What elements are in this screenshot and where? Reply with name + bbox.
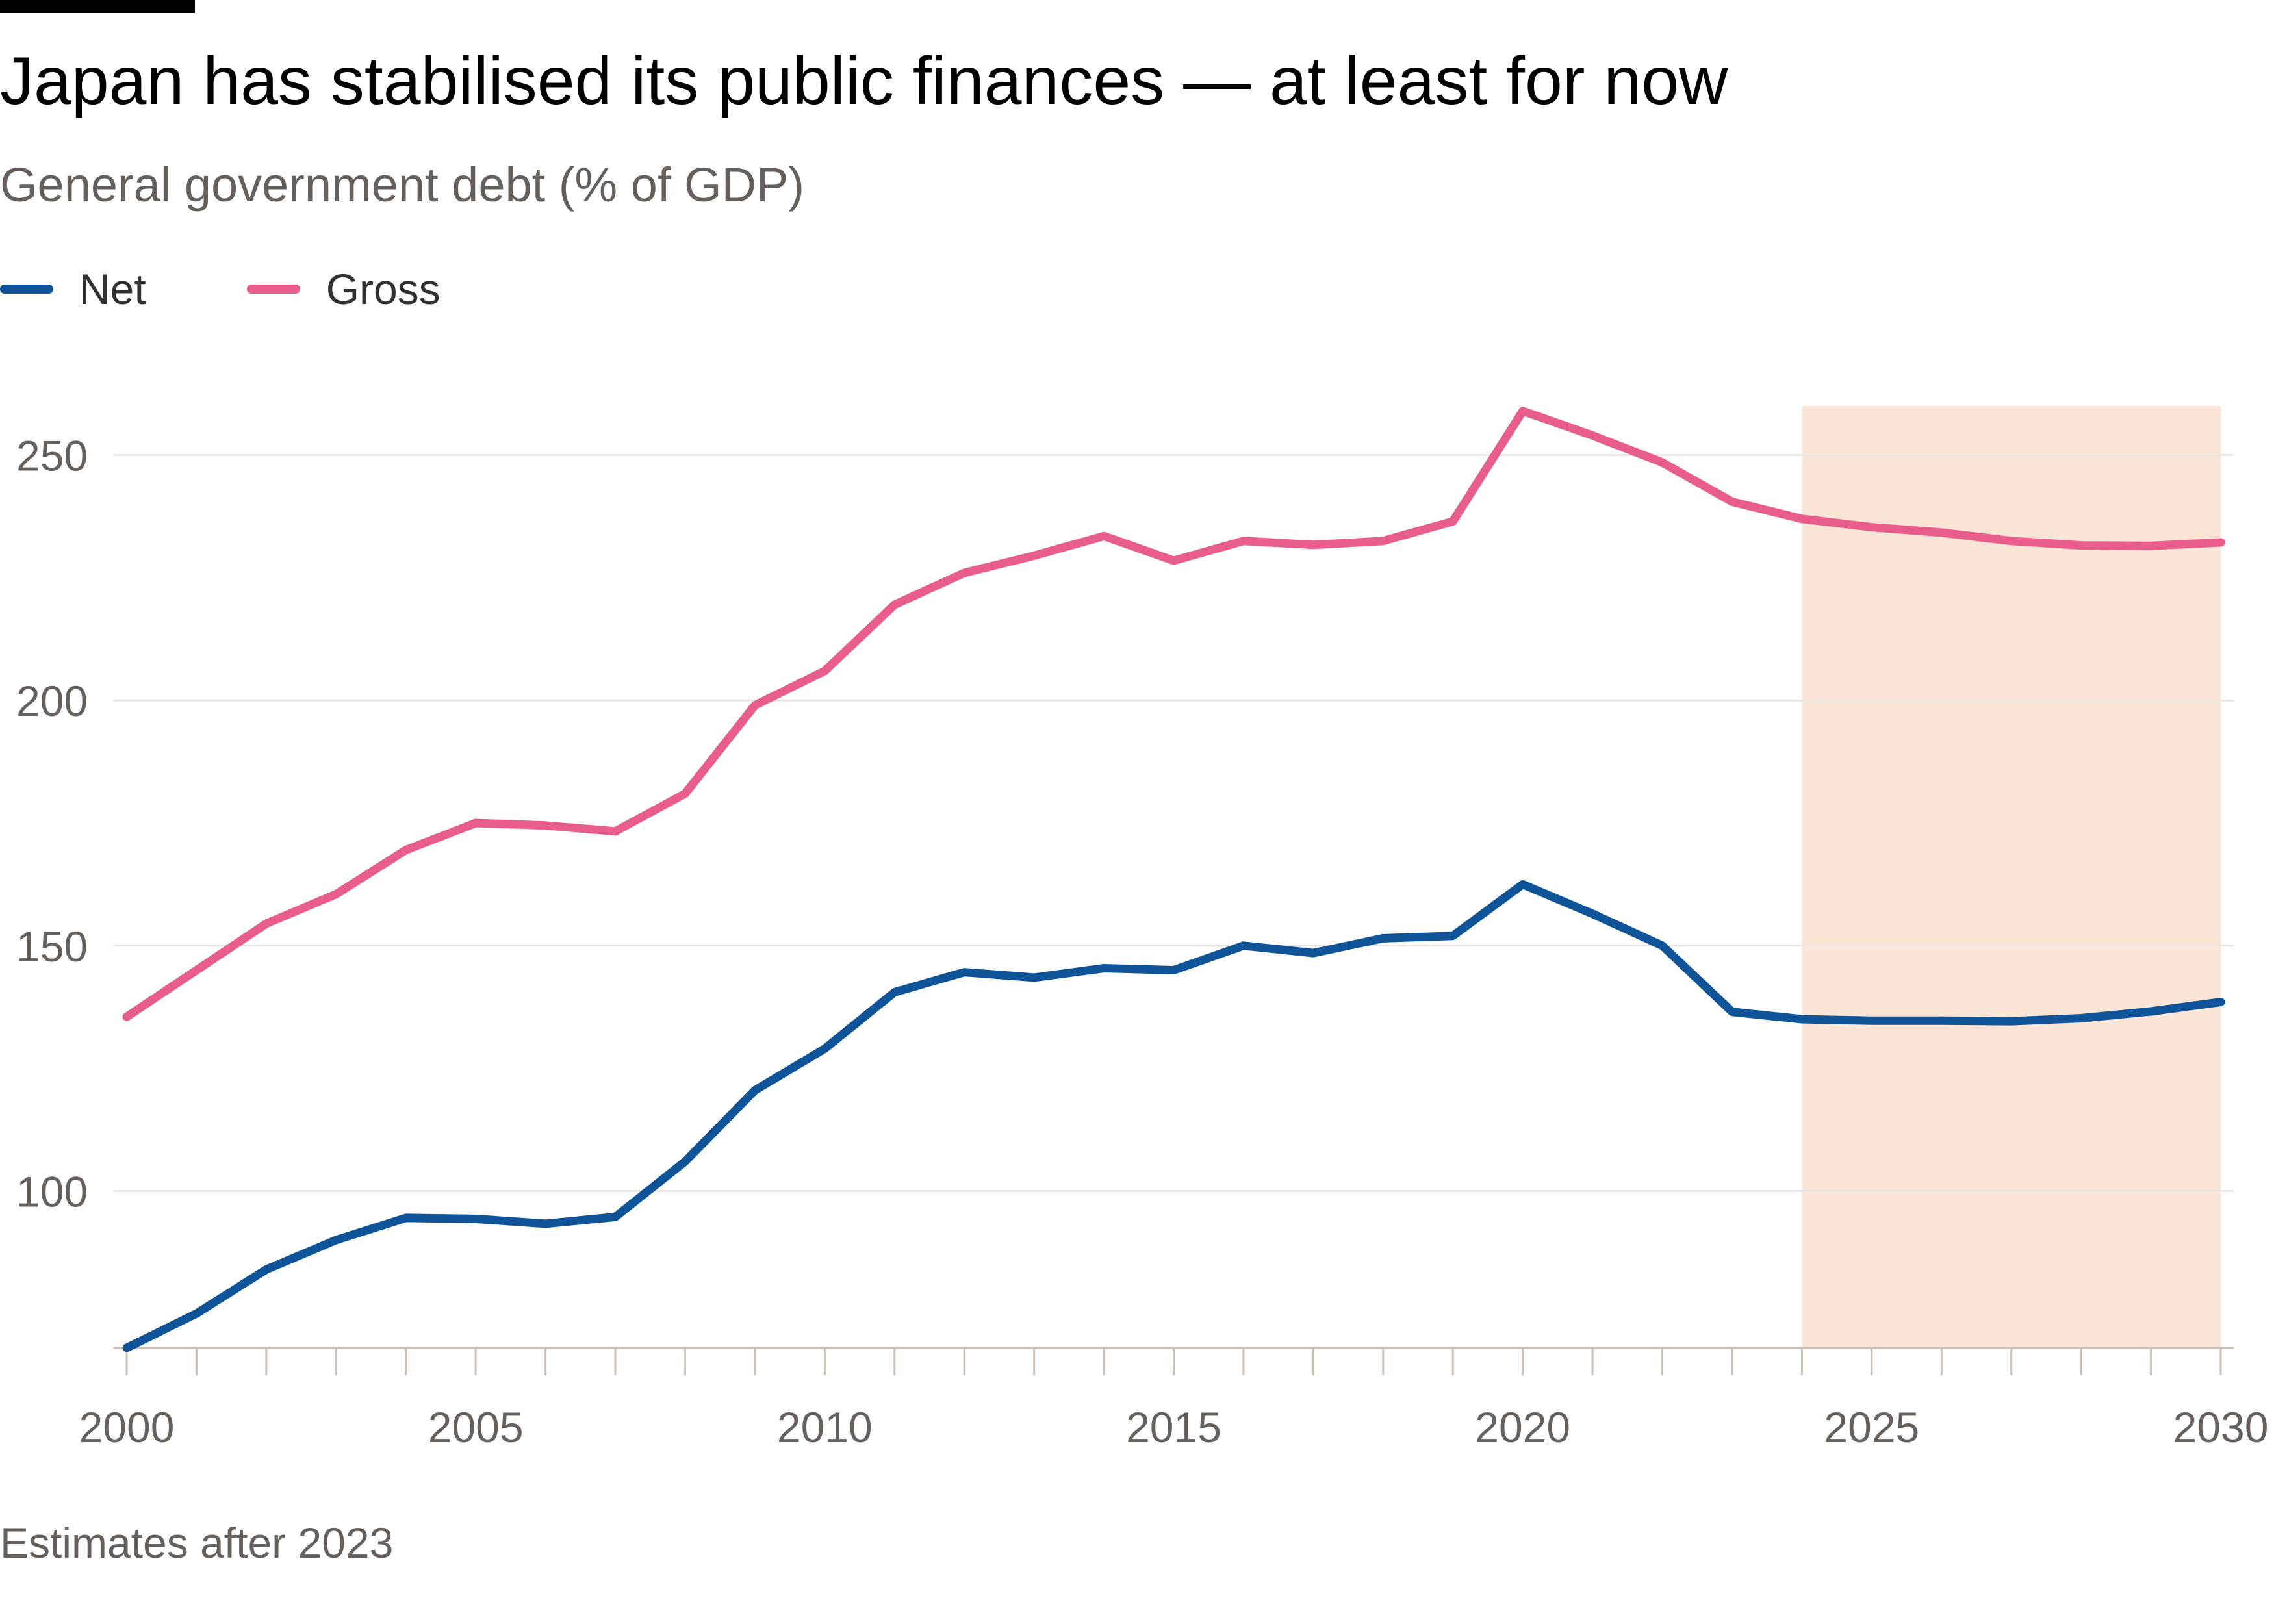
data-point-net-2022 <box>1659 942 1667 950</box>
data-point-gross-2017 <box>1309 541 1317 549</box>
data-point-gross-2025 <box>1868 524 1876 531</box>
data-point-net-2015 <box>1170 967 1178 974</box>
data-point-net-2011 <box>891 989 899 996</box>
y-tick-label-250: 250 <box>16 432 88 480</box>
legend-item-gross: Gross <box>246 264 441 314</box>
data-point-net-2006 <box>542 1220 550 1228</box>
data-point-net-2000 <box>123 1344 131 1352</box>
data-point-gross-2028 <box>2077 542 2085 550</box>
data-point-gross-2026 <box>1937 529 1945 537</box>
data-point-net-2021 <box>1589 910 1596 918</box>
data-point-gross-2021 <box>1589 431 1596 439</box>
legend: Net Gross <box>0 257 541 322</box>
data-point-gross-2030 <box>2217 539 2225 546</box>
data-point-net-2017 <box>1309 949 1317 957</box>
data-point-gross-2015 <box>1170 557 1178 565</box>
data-point-net-2019 <box>1449 932 1457 940</box>
data-point-gross-2003 <box>332 890 340 898</box>
data-point-gross-2011 <box>891 601 899 609</box>
data-point-net-2030 <box>2217 998 2225 1006</box>
series-line-net <box>122 880 2225 1352</box>
x-tick-label-2010: 2010 <box>777 1403 873 1451</box>
data-point-net-2004 <box>402 1214 410 1222</box>
data-point-net-2005 <box>472 1215 479 1223</box>
x-tick-label-2005: 2005 <box>428 1403 524 1451</box>
data-point-net-2002 <box>262 1265 270 1273</box>
data-point-gross-2013 <box>1030 552 1038 559</box>
data-point-gross-2024 <box>1798 515 1806 523</box>
data-point-net-2012 <box>960 969 968 976</box>
legend-swatch-gross <box>246 285 300 294</box>
data-point-net-2008 <box>681 1158 689 1165</box>
data-point-net-2014 <box>1100 965 1108 972</box>
data-point-net-2016 <box>1240 942 1247 950</box>
data-point-gross-2029 <box>2147 542 2155 550</box>
data-point-net-2029 <box>2147 1008 2155 1015</box>
data-point-net-2007 <box>611 1213 619 1221</box>
data-point-net-2027 <box>2008 1017 2015 1025</box>
x-tick-label-2015: 2015 <box>1126 1403 1221 1451</box>
data-point-net-2003 <box>332 1236 340 1244</box>
legend-label-gross: Gross <box>326 265 441 313</box>
y-tick-label-100: 100 <box>16 1167 88 1215</box>
x-tick-label-2000: 2000 <box>79 1403 175 1451</box>
data-point-net-2024 <box>1798 1015 1806 1023</box>
data-point-net-2023 <box>1728 1008 1736 1016</box>
data-point-gross-2006 <box>542 822 550 830</box>
y-tick-label-150: 150 <box>16 922 88 971</box>
data-point-gross-2000 <box>123 1013 131 1021</box>
data-point-net-2026 <box>1937 1017 1945 1024</box>
x-tick-label-2030: 2030 <box>2173 1403 2269 1451</box>
data-point-gross-2014 <box>1100 532 1108 540</box>
data-point-gross-2005 <box>472 819 479 827</box>
legend-item-net: Net <box>0 264 146 314</box>
data-point-net-2009 <box>751 1087 759 1095</box>
chart-title: Japan has stabilised its public finances… <box>0 44 1728 119</box>
data-point-net-2025 <box>1868 1017 1876 1024</box>
data-point-gross-2010 <box>821 667 828 675</box>
data-point-net-2028 <box>2077 1015 2085 1022</box>
data-point-net-2013 <box>1030 974 1038 982</box>
data-point-gross-2007 <box>611 828 619 835</box>
legend-label-net: Net <box>79 265 146 313</box>
data-point-gross-2012 <box>960 569 968 577</box>
data-point-net-2018 <box>1379 934 1387 942</box>
data-point-gross-2018 <box>1379 537 1387 545</box>
data-point-net-2020 <box>1519 880 1527 888</box>
data-point-gross-2001 <box>192 967 200 974</box>
data-point-net-2001 <box>192 1310 200 1317</box>
legend-swatch-net <box>0 285 53 294</box>
chart-subtitle: General government debt (% of GDP) <box>0 158 805 212</box>
data-point-gross-2027 <box>2008 537 2015 545</box>
data-point-gross-2002 <box>262 920 270 928</box>
data-point-gross-2020 <box>1519 407 1527 415</box>
footnote: Estimates after 2023 <box>0 1519 394 1567</box>
data-point-gross-2009 <box>751 702 759 709</box>
y-tick-label-200: 200 <box>16 677 88 725</box>
series-line-gross <box>122 407 2225 1021</box>
x-tick-label-2020: 2020 <box>1475 1403 1570 1451</box>
data-point-gross-2016 <box>1240 537 1247 545</box>
data-point-gross-2022 <box>1659 459 1667 466</box>
data-point-gross-2008 <box>681 790 689 798</box>
data-point-gross-2004 <box>402 846 410 854</box>
data-point-gross-2019 <box>1449 518 1457 526</box>
data-point-gross-2023 <box>1728 498 1736 505</box>
line-chart: 100 150 200 250 2000 2005 2010 2015 2020 2025 2030 <box>16 406 2269 1451</box>
brand-bar <box>0 0 195 13</box>
data-point-net-2010 <box>821 1045 828 1052</box>
x-tick-label-2025: 2025 <box>1824 1403 1919 1451</box>
